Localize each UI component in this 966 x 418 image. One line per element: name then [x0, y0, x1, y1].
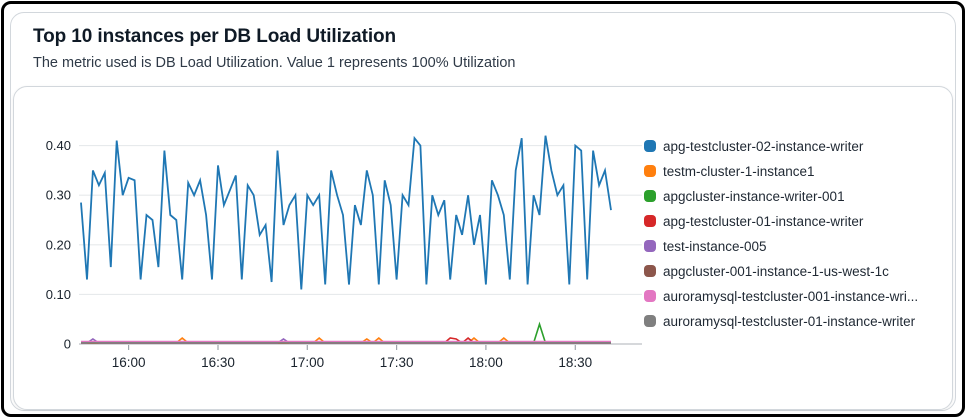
legend-swatch-icon — [644, 140, 656, 152]
legend-label: testm-cluster-1-instance1 — [663, 163, 815, 179]
legend-item[interactable]: apg-testcluster-02-instance-writer — [644, 138, 918, 154]
legend-item[interactable]: apg-testcluster-01-instance-writer — [644, 213, 918, 229]
chart-panel: 0 0.10 0.20 0.30 0.40 16:00 16:30 17:00 17:30 18:… — [13, 86, 953, 410]
legend-label: test-instance-005 — [663, 238, 767, 254]
y-tick-label: 0.40 — [46, 138, 71, 153]
x-tick-label: 16:00 — [112, 355, 146, 370]
x-tick-label: 18:30 — [558, 355, 592, 370]
y-tick-label: 0.10 — [46, 287, 71, 302]
y-tick-label: 0.30 — [46, 188, 71, 203]
chart-plot[interactable]: 0 0.10 0.20 0.30 0.40 16:00 16:30 17:00 17:30 18:… — [14, 87, 953, 410]
x-tick-label: 16:30 — [201, 355, 235, 370]
legend-label: apg-testcluster-01-instance-writer — [663, 213, 864, 229]
legend-item[interactable]: apgcluster-001-instance-1-us-west-1c — [644, 263, 918, 279]
legend-swatch-icon — [644, 290, 656, 302]
legend-item[interactable]: test-instance-005 — [644, 238, 918, 254]
legend-item[interactable]: apgcluster-instance-writer-001 — [644, 188, 918, 204]
page-subtitle: The metric used is DB Load Utilization. … — [33, 55, 516, 71]
legend-item[interactable]: auroramysql-testcluster-01-instance-writ… — [644, 313, 918, 329]
x-tick-label: 17:30 — [380, 355, 414, 370]
x-tick-label: 17:00 — [290, 355, 324, 370]
series-line-2[interactable] — [81, 321, 611, 344]
legend-swatch-icon — [644, 165, 656, 177]
legend-label: auroramysql-testcluster-01-instance-writ… — [663, 313, 916, 329]
legend-swatch-icon — [644, 265, 656, 277]
legend-swatch-icon — [644, 315, 656, 327]
legend-item[interactable]: testm-cluster-1-instance1 — [644, 163, 918, 179]
legend: apg-testcluster-02-instance-writer testm-… — [644, 138, 918, 329]
x-tick-label: 18:00 — [469, 355, 503, 370]
series-line-0[interactable] — [80, 135, 612, 290]
legend-swatch-icon — [644, 190, 656, 202]
legend-label: auroramysql-testcluster-001-instance-wri… — [663, 288, 919, 304]
legend-swatch-icon — [644, 215, 656, 227]
legend-label: apg-testcluster-02-instance-writer — [663, 138, 864, 154]
legend-label: apgcluster-001-instance-1-us-west-1c — [663, 263, 889, 279]
y-tick-label: 0 — [64, 337, 71, 352]
widget-card: Top 10 instances per DB Load Utilization… — [10, 12, 956, 411]
legend-label: apgcluster-instance-writer-001 — [663, 188, 845, 204]
legend-swatch-icon — [644, 240, 656, 252]
y-tick-label: 0.20 — [46, 237, 71, 252]
page-title: Top 10 instances per DB Load Utilization — [33, 26, 397, 47]
legend-item[interactable]: auroramysql-testcluster-001-instance-wri… — [644, 288, 918, 304]
